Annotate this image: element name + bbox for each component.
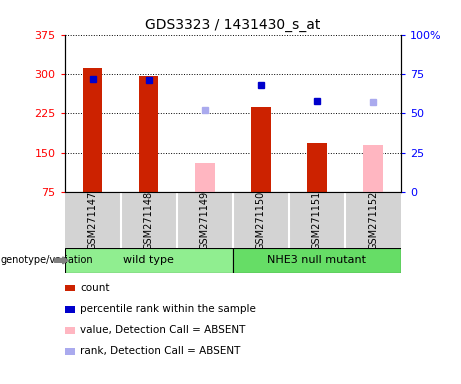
Text: count: count xyxy=(80,283,110,293)
Text: wild type: wild type xyxy=(123,255,174,265)
Text: genotype/variation: genotype/variation xyxy=(0,255,93,265)
Bar xyxy=(251,106,271,192)
Text: GSM271151: GSM271151 xyxy=(312,190,322,250)
Bar xyxy=(233,248,401,273)
Text: NHE3 null mutant: NHE3 null mutant xyxy=(267,255,366,265)
Bar xyxy=(139,76,159,192)
Bar xyxy=(195,163,214,192)
Text: GSM271149: GSM271149 xyxy=(200,190,210,250)
Bar xyxy=(65,248,233,273)
Text: GSM271147: GSM271147 xyxy=(88,190,98,250)
Text: percentile rank within the sample: percentile rank within the sample xyxy=(80,304,256,314)
Bar xyxy=(307,143,327,192)
Title: GDS3323 / 1431430_s_at: GDS3323 / 1431430_s_at xyxy=(145,18,320,32)
Text: GSM271148: GSM271148 xyxy=(144,190,154,250)
Text: GSM271150: GSM271150 xyxy=(256,190,266,250)
Text: rank, Detection Call = ABSENT: rank, Detection Call = ABSENT xyxy=(80,346,241,356)
Text: GSM271152: GSM271152 xyxy=(368,190,378,250)
Bar xyxy=(363,145,383,192)
Bar xyxy=(83,68,102,192)
Text: value, Detection Call = ABSENT: value, Detection Call = ABSENT xyxy=(80,325,246,335)
